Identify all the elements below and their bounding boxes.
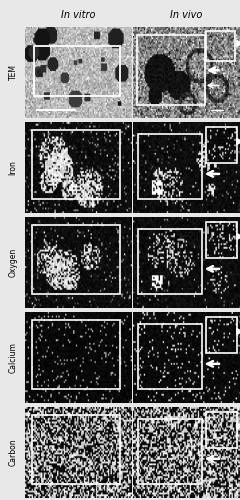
- Bar: [32, 320, 120, 390]
- Text: Calcium: Calcium: [9, 342, 18, 373]
- Bar: [138, 324, 202, 390]
- Text: In vivo: In vivo: [170, 10, 202, 20]
- Bar: [137, 36, 205, 105]
- Bar: [32, 415, 120, 484]
- Bar: [206, 412, 237, 448]
- Text: In vitro: In vitro: [61, 10, 95, 20]
- Bar: [206, 31, 235, 61]
- Bar: [34, 46, 120, 96]
- Text: Iron: Iron: [9, 160, 18, 175]
- Bar: [138, 229, 202, 294]
- Text: Oxygen: Oxygen: [9, 248, 18, 277]
- Bar: [206, 222, 237, 258]
- Bar: [206, 126, 237, 163]
- Text: Carbon: Carbon: [9, 438, 18, 466]
- Bar: [138, 134, 202, 200]
- Text: TEM: TEM: [9, 64, 18, 80]
- Bar: [32, 130, 120, 200]
- Bar: [32, 225, 120, 294]
- Bar: [138, 419, 202, 484]
- Bar: [206, 316, 237, 353]
